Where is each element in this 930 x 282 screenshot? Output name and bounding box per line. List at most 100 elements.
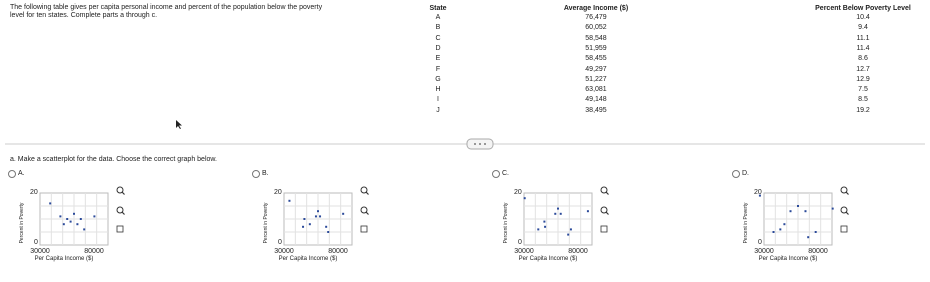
table-cell: J [436,106,440,114]
scatter-dot [325,225,328,228]
scatter-dot [543,220,546,223]
y-tick-label: 0 [518,239,522,246]
x-axis-label: Per Capita Income ($) [278,256,338,262]
scatter-dot [314,215,317,218]
table-cell: A [435,14,441,21]
radio-button[interactable] [8,170,16,178]
dot [484,143,486,145]
table-cell: 11.1 [856,34,870,42]
scatter-dot [557,207,559,210]
scatter-dot [288,199,291,202]
scatter-dot [559,212,562,215]
scatter-dot [831,207,834,210]
zoom-icon-handle [121,211,125,215]
zoom-icon-handle [121,191,125,195]
scatter-dot [49,202,52,205]
popout-icon[interactable] [840,225,848,233]
x-tick-label: 30000 [754,248,774,255]
zoom-icon[interactable] [116,206,124,214]
scatter-dot [586,210,589,213]
table-cell: 12.7 [856,65,870,73]
popout-icon[interactable] [116,225,124,233]
table-cell: 19.2 [856,106,870,114]
table-cell: G [435,75,441,83]
y-tick-label: 20 [754,189,762,196]
scatter-dot [66,218,69,220]
popout-icon[interactable] [360,225,368,233]
scatter-dot [814,231,817,233]
zoom-icon[interactable] [360,206,368,214]
scatter-dot [342,212,345,215]
table-header: State [429,5,447,12]
intro-text: The following table gives per capita per… [10,4,323,11]
table-cell: H [435,86,441,94]
dot [479,143,481,145]
zoom-icon-handle [365,191,369,195]
zoom-icon[interactable] [360,186,368,194]
scatter-dot [523,197,526,200]
zoom-icon-handle [605,191,609,195]
scatter-dot [73,212,75,215]
table-cell: E [435,55,441,63]
table-cell: 49,297 [585,65,607,73]
zoom-icon[interactable] [840,186,848,194]
zoom-icon-handle [845,191,849,195]
radio-button[interactable] [732,170,740,178]
x-tick-label: 30000 [274,248,294,255]
zoom-icon[interactable] [116,186,124,194]
scatter-dot [93,215,96,218]
scatter-dot [317,210,319,213]
table-cell: 8.5 [858,96,868,104]
scatter-dot [83,228,86,231]
x-tick-label: 30000 [514,248,534,255]
table-cell: 60,052 [585,24,607,32]
scatter-dot [537,228,540,231]
scatter-dot [76,223,79,226]
table-header: Average Income ($) [563,5,629,12]
scatter-dot [783,223,786,226]
scatter-dot [327,231,330,233]
table-cell: 11.4 [856,44,870,52]
option-label: D. [742,170,749,177]
zoom-icon-handle [845,211,849,215]
scatter-dot [59,215,62,218]
table-cell: 51,959 [585,44,607,52]
table-cell: B [435,24,441,32]
scatter-dot [303,218,306,220]
scatter-dot [544,225,547,228]
option-label: A. [18,170,25,177]
scatter-dot [804,210,807,213]
table-cell: 8.6 [858,55,868,63]
table-header: Percent Below Poverty Level [815,5,911,12]
option-label: C. [502,170,509,177]
radio-button[interactable] [492,170,500,178]
zoom-icon[interactable] [600,206,608,214]
question-text: a. Make a scatterplot for the data. Choo… [10,156,218,163]
scatter-dot [789,210,792,213]
scatter-dot [779,228,782,231]
cursor [176,120,182,129]
y-tick-label: 20 [514,189,522,196]
table-cell: F [435,65,441,73]
zoom-icon[interactable] [840,206,848,214]
table-cell: 49,148 [585,96,607,104]
radio-button[interactable] [252,170,260,178]
y-axis-label: Percent in Poverty [19,202,25,244]
y-tick-label: 20 [274,189,282,196]
scatter-dot [772,231,775,233]
table-cell: 10.4 [856,14,870,21]
y-axis-label: Percent in Poverty [263,202,269,244]
popout-icon[interactable] [600,225,608,233]
scatter-dot [69,220,72,223]
option-label: B. [262,170,269,177]
x-axis-label: Per Capita Income ($) [34,256,94,262]
zoom-icon[interactable] [600,186,608,194]
scatter-dot [569,228,572,231]
x-tick-label: 80000 [808,248,828,255]
table-cell: 38,495 [585,106,607,114]
table-cell: D [435,44,441,52]
table-cell: I [437,96,439,104]
scatter-dot [758,194,761,197]
